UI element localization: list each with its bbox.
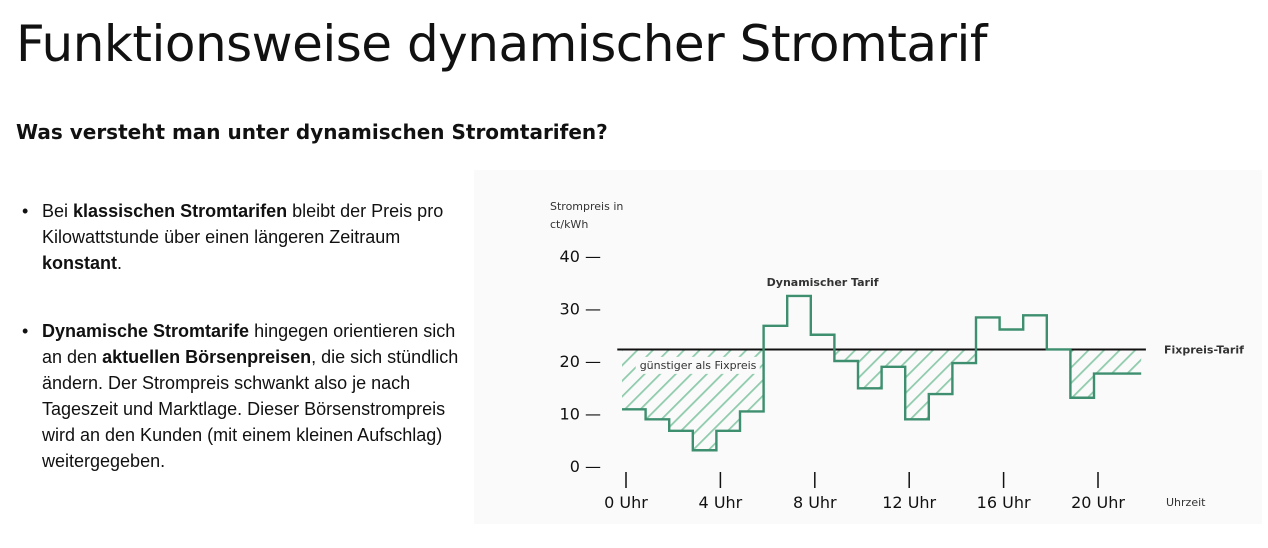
bullet-0-run-1-bold: klassischen Stromtarifen: [73, 201, 288, 221]
y-tick-label-40: 40 —: [560, 247, 601, 266]
y-tick-label-0: 0 —: [570, 457, 601, 476]
bullet-1-run-2-bold: aktuellen Börsenpreisen: [102, 347, 312, 367]
bullet-1-run-0-bold: Dynamische Stromtarife: [42, 321, 250, 341]
cheaper-area-label: günstiger als Fixpreis: [640, 359, 757, 372]
x-axis-label: Uhrzeit: [1166, 496, 1206, 509]
dynamic-tariff-label: Dynamischer Tarif: [767, 276, 879, 289]
bullet-1-run-1: hingegen orientieren sich an den: [42, 321, 456, 367]
bullet-item-classic: Bei klassischen Stromtarifen bleibt der …: [22, 198, 477, 276]
x-tick-label-4: 4 Uhr: [699, 493, 743, 512]
x-tick-label-20: 20 Uhr: [1071, 493, 1125, 512]
bullet-item-dynamic: Dynamische Stromtarife hingegen orientie…: [22, 318, 477, 474]
page-title: Funktionsweise dynamischer Stromtarif: [16, 15, 988, 73]
tariff-chart-svg: 40 — 30 — 20 — 10 — 0 —0 Uhr 4 Uhr 8 Uhr 12 Uhr…: [550, 200, 1244, 512]
tariff-chart: 40 — 30 — 20 — 10 — 0 —0 Uhr 4 Uhr 8 Uhr 12 Uhr…: [474, 170, 1262, 524]
cheaper-label-backdrop: [635, 356, 760, 374]
bullet-0-run-4: .: [117, 253, 123, 273]
y-axis-label: Strompreis in ct/kWh: [550, 200, 623, 231]
page-subtitle: Was versteht man unter dynamischen Strom…: [16, 120, 608, 144]
bullet-list: Bei klassischen Stromtarifen bleibt der …: [22, 198, 477, 474]
cheaper-area-hatch: [622, 349, 1142, 451]
bullet-1-run-3: , die sich stündlich ändern. Der Strompr…: [42, 347, 459, 471]
x-tick-label-0: 0 Uhr: [604, 493, 648, 512]
bullet-0-run-3-bold: konstant: [42, 253, 118, 273]
x-tick-label-8: 8 Uhr: [793, 493, 837, 512]
x-tick-label-12: 12 Uhr: [882, 493, 936, 512]
y-tick-label-30: 30 —: [560, 300, 601, 319]
bullet-0-run-2: bleibt der Preis pro Kilowattstunde über…: [42, 201, 444, 247]
fixed-price-label: Fixpreis-Tarif: [1164, 343, 1244, 356]
dynamic-tariff-line: [622, 294, 1142, 452]
y-tick-label-10: 10 —: [560, 405, 601, 424]
bullet-0-run-0: Bei: [42, 201, 74, 221]
y-tick-label-20: 20 —: [560, 352, 601, 371]
x-tick-label-16: 16 Uhr: [977, 493, 1031, 512]
